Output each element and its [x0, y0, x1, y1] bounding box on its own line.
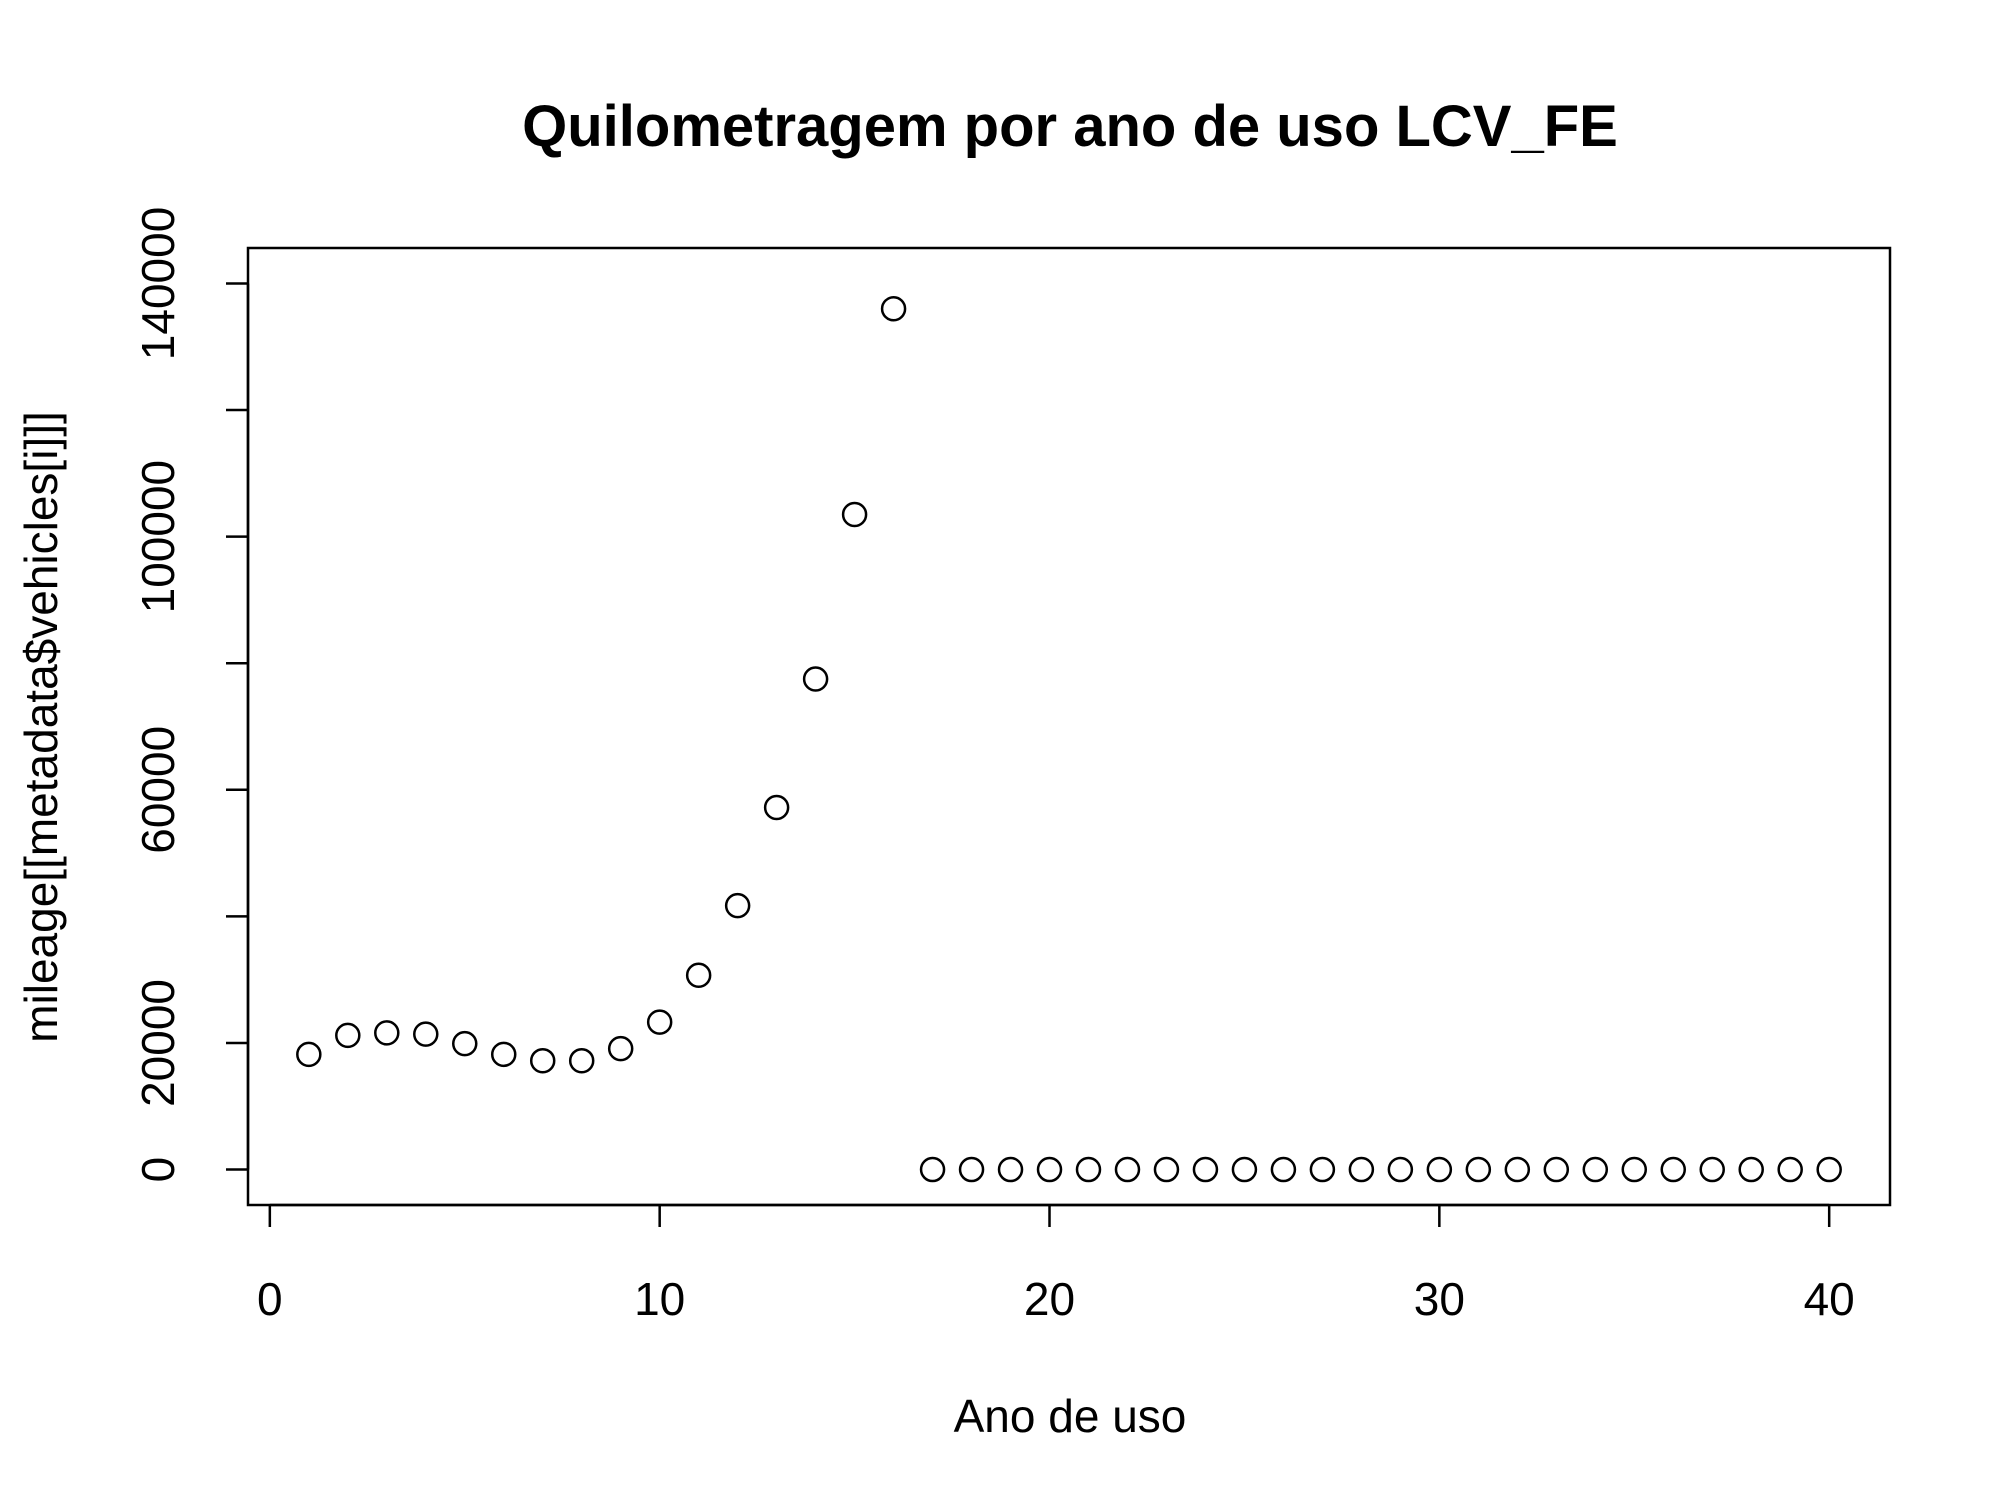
x-tick-label: 0 [257, 1273, 283, 1325]
chart-title: Quilometragem por ano de uso LCV_FE [522, 94, 1618, 159]
data-point [529, 1047, 556, 1074]
data-point [1699, 1156, 1725, 1183]
data-point [958, 1156, 985, 1183]
data-point [1192, 1156, 1219, 1183]
data-point [841, 501, 868, 528]
y-axis: 0 20000 60000 100000 140000 [132, 207, 250, 1183]
data-point [1270, 1156, 1297, 1183]
y-tick-label: 0 [132, 1157, 184, 1183]
data-point [919, 1156, 946, 1183]
data-point [1621, 1156, 1648, 1183]
data-point [1777, 1156, 1803, 1183]
data-point [1231, 1156, 1258, 1183]
data-point [413, 1021, 439, 1047]
x-tick-label: 30 [1414, 1273, 1465, 1325]
data-point [1075, 1156, 1102, 1183]
x-tick-label: 20 [1024, 1273, 1075, 1325]
data-point [452, 1030, 478, 1057]
data-point [374, 1020, 400, 1046]
x-axis-label: Ano de uso [954, 1390, 1187, 1442]
data-point [568, 1047, 595, 1074]
x-tick-label: 10 [634, 1273, 685, 1325]
x-tick-label: 40 [1804, 1273, 1855, 1325]
data-point [880, 296, 907, 322]
data-point [1543, 1156, 1570, 1183]
data-point [1504, 1156, 1531, 1183]
y-tick-label: 60000 [132, 726, 184, 854]
data-point [1660, 1156, 1686, 1183]
data-point [1465, 1156, 1492, 1183]
y-tick-label: 100000 [132, 460, 184, 614]
y-axis-label: mileage[[metadata$vehicles[i]]] [15, 411, 67, 1043]
y-tick-label: 20000 [132, 979, 184, 1107]
data-point [1036, 1156, 1063, 1183]
data-point [1348, 1156, 1375, 1183]
data-point [296, 1041, 322, 1068]
data-point [490, 1041, 517, 1068]
y-tick-label: 140000 [132, 207, 184, 361]
data-point [1426, 1156, 1453, 1183]
data-point [685, 962, 712, 988]
data-point [1816, 1156, 1842, 1183]
data-point [1114, 1156, 1141, 1183]
data-point [1309, 1156, 1336, 1183]
data-point [724, 892, 751, 919]
data-point [607, 1035, 634, 1062]
x-axis: 0 10 20 30 40 [257, 1203, 1855, 1325]
data-point [646, 1009, 673, 1035]
data-point [335, 1022, 361, 1049]
data-point [1582, 1156, 1609, 1183]
data-point [1153, 1156, 1180, 1183]
data-point [802, 666, 829, 692]
data-point [997, 1156, 1024, 1183]
data-point [1387, 1156, 1414, 1183]
data-point [763, 794, 790, 821]
data-point [1738, 1156, 1764, 1183]
data-points [296, 296, 1842, 1183]
